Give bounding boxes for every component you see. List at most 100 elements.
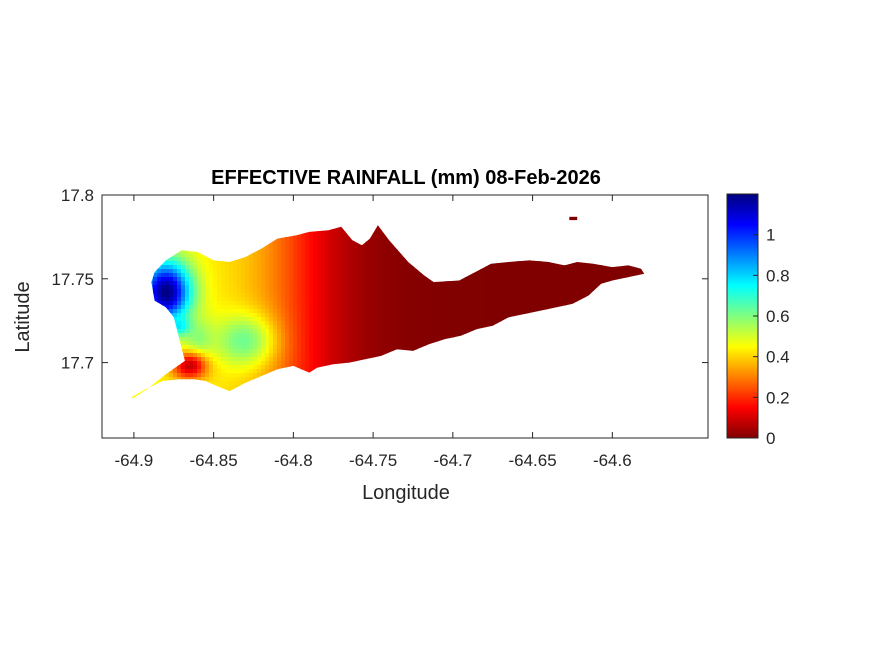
field-cell (393, 309, 398, 314)
field-cell (497, 269, 502, 274)
field-cell (209, 301, 214, 306)
field-cell (341, 321, 346, 326)
field-cell (181, 285, 186, 290)
field-cell (253, 305, 258, 310)
field-cell (161, 265, 166, 270)
field-cell (161, 273, 166, 278)
field-cell (329, 253, 334, 258)
field-cell (245, 305, 250, 310)
field-cell (281, 249, 286, 254)
field-cell (181, 341, 186, 346)
field-cell (321, 345, 326, 350)
field-cell (229, 381, 234, 386)
field-cell (265, 357, 270, 362)
field-cell (341, 257, 346, 262)
field-cell (245, 285, 250, 290)
field-cell (277, 301, 282, 306)
field-cell (397, 345, 402, 350)
field-cell (389, 321, 394, 326)
field-cell (265, 273, 270, 278)
field-cell (437, 333, 442, 338)
field-cell (385, 277, 390, 282)
field-cell (297, 289, 302, 294)
field-cell (281, 349, 286, 354)
field-cell (341, 261, 346, 266)
field-cell (325, 289, 330, 294)
field-cell (177, 377, 182, 382)
field-cell (357, 285, 362, 290)
field-cell (317, 361, 322, 366)
field-cell (401, 325, 406, 330)
field-cell (341, 265, 346, 270)
field-cell (381, 265, 386, 270)
field-cell (205, 257, 210, 262)
field-cell (513, 301, 518, 306)
field-cell (217, 325, 222, 330)
field-cell (213, 369, 218, 374)
field-cell (193, 357, 198, 362)
field-cell (193, 333, 198, 338)
field-cell (189, 277, 194, 282)
field-cell (225, 349, 230, 354)
field-cell (465, 301, 470, 306)
field-cell (389, 249, 394, 254)
field-cell (297, 249, 302, 254)
field-cell (325, 329, 330, 334)
field-cell (173, 305, 178, 310)
field-cell (177, 293, 182, 298)
field-cell (261, 325, 266, 330)
field-cell (365, 285, 370, 290)
field-cell (349, 309, 354, 314)
field-cell (373, 229, 378, 234)
field-cell (361, 325, 366, 330)
field-cell (229, 277, 234, 282)
field-cell (441, 305, 446, 310)
field-cell (177, 373, 182, 378)
field-cell (337, 337, 342, 342)
field-cell (301, 357, 306, 362)
field-cell (469, 329, 474, 334)
field-cell (281, 337, 286, 342)
field-cell (333, 281, 338, 286)
field-cell (493, 261, 498, 266)
field-cell (345, 329, 350, 334)
field-cell (241, 365, 246, 370)
field-cell (537, 265, 542, 270)
field-cell (177, 305, 182, 310)
field-cell (305, 333, 310, 338)
field-cell (537, 261, 542, 266)
field-cell (193, 349, 198, 354)
field-cell (441, 325, 446, 330)
field-cell (313, 281, 318, 286)
field-cell (305, 241, 310, 246)
field-cell (381, 333, 386, 338)
field-cell (385, 237, 390, 242)
field-cell (201, 289, 206, 294)
field-cell (337, 325, 342, 330)
field-cell (329, 301, 334, 306)
field-cell (333, 321, 338, 326)
field-cell (313, 285, 318, 290)
field-cell (213, 309, 218, 314)
field-cell (253, 317, 258, 322)
field-cell (301, 313, 306, 318)
field-cell (521, 289, 526, 294)
field-cell (437, 317, 442, 322)
field-cell (313, 337, 318, 342)
field-cell (181, 313, 186, 318)
field-cell (265, 365, 270, 370)
field-cell (417, 297, 422, 302)
field-cell (293, 317, 298, 322)
field-cell (225, 377, 230, 382)
field-cell (417, 289, 422, 294)
field-cell (377, 285, 382, 290)
field-cell (401, 285, 406, 290)
field-cell (213, 321, 218, 326)
field-cell (257, 277, 262, 282)
field-cell (309, 317, 314, 322)
field-cell (473, 273, 478, 278)
field-cell (257, 321, 262, 326)
field-cell (477, 293, 482, 298)
field-cell (281, 277, 286, 282)
field-cell (317, 233, 322, 238)
